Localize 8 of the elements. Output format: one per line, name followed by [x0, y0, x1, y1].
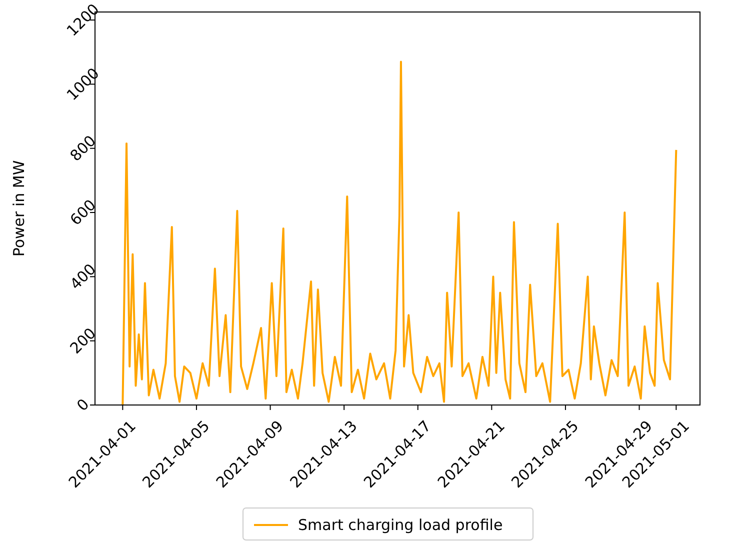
line-series — [122, 60, 678, 406]
y-tick-label: 800 — [66, 132, 100, 165]
y-tick-label: 400 — [66, 260, 100, 294]
legend-label: Smart charging load profile — [298, 516, 503, 534]
y-tick-label: 200 — [66, 324, 100, 358]
y-tick-label: 600 — [66, 196, 100, 229]
y-tick-label: 0 — [73, 395, 93, 415]
y-axis-title: Power in MW — [10, 160, 28, 257]
